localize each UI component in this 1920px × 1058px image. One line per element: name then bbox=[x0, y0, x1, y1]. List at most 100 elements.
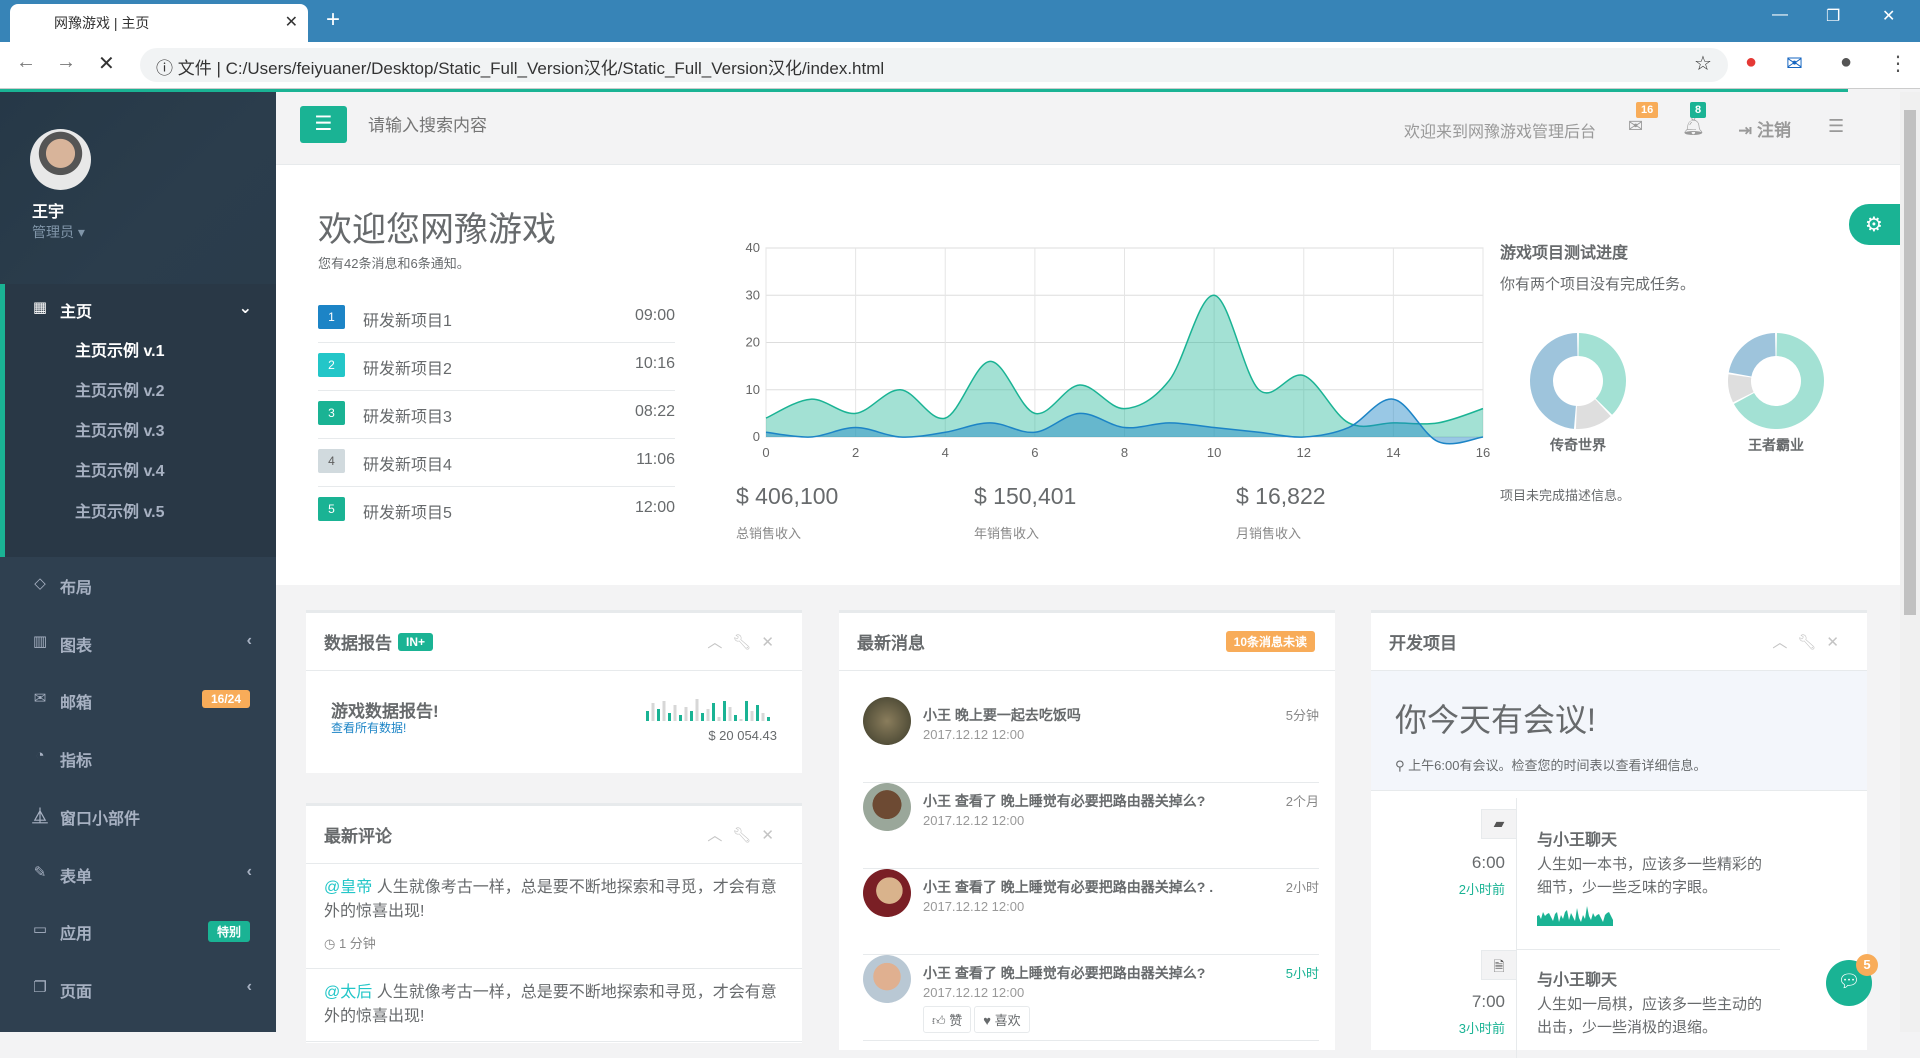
gears-icon: ⚙ bbox=[1865, 214, 1883, 236]
window-close-icon[interactable]: ✕ bbox=[1882, 8, 1896, 25]
meeting-callout: 你今天有会议! ⚲ 上午6:00有会议。检查您的时间表以查看详细信息。 bbox=[1371, 671, 1867, 791]
profile-icon[interactable]: ● bbox=[1840, 51, 1853, 73]
report-heading: 游戏数据报告! bbox=[331, 702, 439, 721]
collapse-icon[interactable]: ︿ bbox=[1772, 634, 1798, 651]
message-avatar bbox=[863, 783, 911, 831]
bell-icon[interactable]: 🔔︎ 8 bbox=[1682, 102, 1707, 136]
sidebar-subitem[interactable]: 主页示例 v.2 bbox=[75, 383, 165, 400]
meeting-note: 上午6:00有会议。检查您的时间表以查看详细信息。 bbox=[1408, 758, 1707, 773]
mail-extension-icon[interactable]: ✉ bbox=[1786, 53, 1803, 75]
avatar[interactable] bbox=[30, 129, 91, 190]
message-date: 2017.12.12 12:00 bbox=[923, 813, 1025, 828]
map-marker-icon: ⚲ bbox=[1395, 758, 1409, 773]
close-icon[interactable]: ✕ bbox=[761, 827, 784, 844]
sidebar-subitem[interactable]: 主页示例 v.1 bbox=[75, 343, 165, 360]
extension-icon[interactable]: ● bbox=[1745, 51, 1758, 73]
comment-text: 人生就像考古一样，总是要不断地探索和寻觅，才会有意外的惊喜出现! bbox=[324, 984, 777, 1025]
comment-item: @太后 人生就像考古一样，总是要不断地探索和寻觅，才会有意外的惊喜出现! bbox=[306, 969, 802, 1042]
wrench-icon[interactable]: 🔧︎ bbox=[732, 827, 762, 844]
sidebar-item[interactable]: ◇ 布局 bbox=[0, 560, 276, 610]
spark-bar bbox=[717, 717, 721, 721]
label: 应用 bbox=[60, 926, 93, 944]
collapse-icon[interactable]: ︿ bbox=[707, 634, 733, 651]
logout-link[interactable]: ⇥ 注销 bbox=[1738, 116, 1791, 141]
message-item[interactable]: 小王 查看了 晚上睡觉有必要把路由器关掉么? 2017.12.12 12:00 2个… bbox=[863, 783, 1319, 869]
message-ago: 5小时 bbox=[1285, 966, 1319, 981]
progress-subtitle: 你有两个项目没有完成任务。 bbox=[1500, 276, 1696, 293]
series-area-1 bbox=[766, 295, 1483, 437]
desktop-icon: ▭ bbox=[32, 921, 48, 939]
close-icon[interactable]: ✕ bbox=[761, 634, 784, 651]
meeting-title: 你今天有会议! bbox=[1395, 702, 1596, 738]
spark-area bbox=[1537, 906, 1613, 926]
sidebar-item[interactable]: ⏅ 窗口小部件 bbox=[0, 791, 276, 841]
spark-bar bbox=[734, 715, 737, 721]
task-row[interactable]: 5 研发新项目5 12:00 bbox=[318, 487, 675, 535]
task-row[interactable]: 3 研发新项目3 08:22 bbox=[318, 391, 675, 439]
sidebar-item[interactable]: ❐ 页面 ‹ bbox=[0, 964, 276, 1014]
scrollbar-thumb[interactable] bbox=[1904, 110, 1916, 615]
menu-kebab-icon[interactable]: ⋮ bbox=[1888, 53, 1908, 75]
pie-chart-icon: ◔ bbox=[35, 747, 45, 765]
sidebar-item[interactable]: ✉ 邮箱 16/24 bbox=[0, 675, 276, 725]
wrench-icon[interactable]: 🔧︎ bbox=[1797, 634, 1827, 651]
sidebar-subitem[interactable]: 主页示例 v.3 bbox=[75, 423, 165, 440]
menu-toggle-button[interactable]: ☰ bbox=[300, 106, 347, 143]
diamond-icon: ◇ bbox=[34, 575, 46, 592]
minimize-icon[interactable]: — bbox=[1772, 6, 1788, 23]
sidebar-subitem[interactable]: 主页示例 v.5 bbox=[75, 504, 165, 521]
message-ago: 5分钟 bbox=[1285, 708, 1319, 723]
message-text: 小王 查看了 晚上睡觉有必要把路由器关掉么? bbox=[923, 965, 1206, 981]
bookmark-star-icon[interactable]: ☆ bbox=[1694, 53, 1712, 75]
search-input[interactable] bbox=[368, 116, 768, 136]
close-tab-icon[interactable]: ✕ bbox=[284, 14, 298, 31]
new-tab-button[interactable]: + bbox=[326, 6, 341, 33]
url-input[interactable]: ⓘ 文件 | C:/Users/feiyuaner/Desktop/Static… bbox=[140, 48, 1728, 82]
task-row[interactable]: 1 研发新项目1 09:00 bbox=[318, 295, 675, 343]
info-icon[interactable]: ⓘ bbox=[156, 59, 178, 78]
sidebar-item[interactable]: ✎ 表单 ‹ bbox=[0, 849, 276, 899]
mail-icon[interactable]: ✉ 16 bbox=[1628, 102, 1659, 137]
love-button[interactable]: ♥ 喜欢 bbox=[974, 1006, 1030, 1033]
sidebar-subitem[interactable]: 主页示例 v.4 bbox=[75, 463, 165, 480]
sidebar-item[interactable]: ▭ 应用 特别 bbox=[0, 906, 276, 956]
task-row[interactable]: 2 研发新项目2 10:16 bbox=[318, 343, 675, 391]
y-tick-label: 20 bbox=[746, 335, 760, 350]
page-scrollbar[interactable] bbox=[1900, 92, 1920, 1032]
panel-title: 最新评论 bbox=[324, 827, 392, 846]
x-tick-label: 2 bbox=[852, 445, 859, 460]
task-row[interactable]: 4 研发新项目4 11:06 bbox=[318, 439, 675, 487]
browser-tab[interactable]: 网豫游戏 | 主页 ✕ bbox=[10, 4, 308, 42]
wrench-icon[interactable]: 🔧︎ bbox=[732, 634, 762, 651]
user-name: 王宇 bbox=[32, 204, 65, 221]
sidebar-item[interactable]: ▥ 图表 ‹ bbox=[0, 618, 276, 668]
task-time: 12:00 bbox=[634, 499, 675, 516]
message-item[interactable]: 小王 查看了 晚上睡觉有必要把路由器关掉么? . 2017.12.12 12:00… bbox=[863, 869, 1319, 955]
forward-icon[interactable]: → bbox=[56, 51, 76, 73]
user-role-dropdown[interactable]: 管理员 ▾ bbox=[32, 222, 85, 242]
sidebar-item[interactable]: ◔ 指标 bbox=[0, 733, 276, 783]
x-tick-label: 6 bbox=[1031, 445, 1038, 460]
file-icon: 🗎︎ bbox=[1481, 950, 1517, 980]
message-item[interactable]: 小王 晚上要一起去吃饭吗 2017.12.12 12:00 5分钟 bbox=[863, 697, 1319, 783]
spark-bar bbox=[712, 703, 715, 721]
comment-user[interactable]: @皇帝 bbox=[324, 879, 373, 896]
love-label: 喜欢 bbox=[994, 1013, 1021, 1028]
comment-text: 人生就像考古一样，总是要不断地探索和寻觅，才会有意外的惊喜出现! bbox=[324, 879, 777, 920]
stop-icon[interactable]: ✕ bbox=[98, 53, 115, 75]
view-all-link[interactable]: 查看所有数据! bbox=[331, 721, 407, 735]
chat-button[interactable]: 💬︎ 5 bbox=[1826, 954, 1878, 1006]
close-icon[interactable]: ✕ bbox=[1826, 634, 1849, 651]
collapse-icon[interactable]: ︿ bbox=[707, 827, 733, 844]
comment-item: @皇帝 人生就像考古一样，总是要不断地探索和寻觅，才会有意外的惊喜出现! ◷ 1… bbox=[306, 864, 802, 969]
like-button[interactable]: 👍︎ 赞 bbox=[923, 1006, 972, 1033]
back-icon[interactable]: ← bbox=[16, 51, 36, 73]
restore-icon[interactable]: ❐ bbox=[1826, 8, 1841, 25]
logout-label: 注销 bbox=[1756, 121, 1791, 140]
sidebar-item-home[interactable]: ▦ 主页 ⌄ bbox=[0, 284, 276, 334]
comment-user[interactable]: @太后 bbox=[324, 984, 373, 1001]
spark-bar bbox=[690, 711, 693, 721]
sidebar-badge: 16/24 bbox=[201, 690, 250, 709]
theme-settings-button[interactable]: ⚙ bbox=[1849, 204, 1900, 245]
tasks-icon[interactable]: ☰ bbox=[1828, 116, 1845, 136]
